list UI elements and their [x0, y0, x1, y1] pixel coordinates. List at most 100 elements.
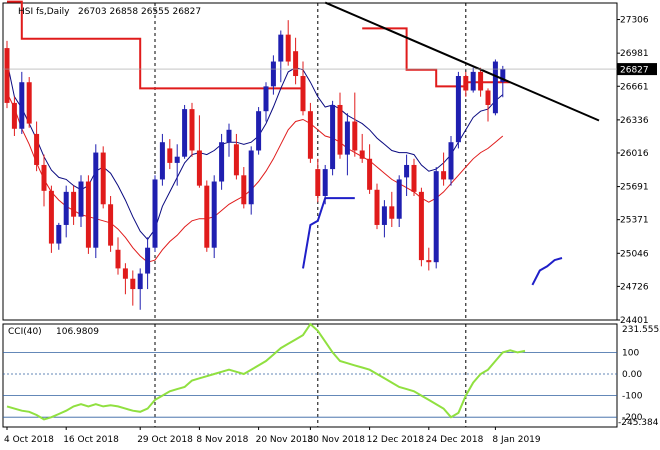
candle-body	[418, 191, 424, 261]
support-step-line	[302, 197, 355, 269]
x-axis-label: 8 Nov 2018	[196, 435, 248, 445]
current-price-badge	[617, 63, 657, 76]
chart-header-symbol: HSI	[18, 7, 33, 17]
candle-body	[352, 121, 358, 151]
y-axis-label: 25691	[620, 183, 649, 193]
candle-body	[404, 164, 410, 178]
candle-body	[182, 109, 188, 157]
candle-body	[189, 109, 195, 151]
candle-body	[85, 181, 91, 248]
candle-body	[344, 121, 350, 155]
cci-level-label: -200	[622, 413, 643, 423]
cci-header-name: CCI(40)	[8, 327, 42, 337]
x-axis-label: 24 Dec 2018	[426, 435, 484, 445]
candle-body	[26, 82, 32, 124]
candle-body	[48, 190, 54, 244]
candle-body	[330, 104, 336, 170]
candle-body	[411, 164, 417, 192]
candle-body	[167, 148, 173, 163]
candle-body	[93, 152, 99, 248]
y-axis-label: 26981	[620, 49, 649, 59]
candle-body	[204, 185, 210, 248]
y-axis-label: 24401	[620, 316, 649, 326]
x-axis-label: 30 Nov 2018	[307, 435, 365, 445]
x-axis: 4 Oct 2018 16 Oct 2018 29 Oct 2018 8 Nov 20…	[4, 427, 541, 445]
candle-body	[359, 150, 365, 159]
candle-body	[122, 268, 128, 279]
candle-body	[4, 48, 10, 103]
candle-body	[159, 142, 165, 180]
candle-body	[285, 34, 291, 62]
cci-line	[6, 322, 526, 421]
y-axis-label: 24726	[620, 282, 649, 292]
candle-body	[455, 76, 461, 143]
candle-body	[396, 179, 402, 219]
candle-body	[389, 206, 395, 219]
candle-body	[448, 142, 454, 180]
candle-body	[34, 133, 40, 165]
chart-header-ohlc: 26703 26858 26555 26827	[78, 7, 201, 17]
x-axis-label: 29 Oct 2018	[137, 435, 193, 445]
candle-body	[307, 111, 313, 159]
current-price-badge-label: 26827	[620, 66, 649, 76]
x-axis-label: 16 Oct 2018	[63, 435, 119, 445]
candle-body	[152, 179, 158, 248]
candle-body	[78, 181, 84, 217]
candle-body	[374, 189, 380, 225]
candle-body	[470, 71, 476, 91]
y-axis-label: 25046	[620, 249, 649, 259]
candle-body	[145, 247, 151, 274]
candle-body	[219, 142, 225, 182]
y-axis-label: 26016	[620, 149, 649, 159]
candle-body	[270, 61, 276, 87]
candle-body	[248, 150, 254, 205]
candle-body	[300, 76, 306, 112]
cci-header-value: 106.9809	[56, 327, 99, 337]
candle-body	[19, 82, 25, 129]
cci-level-label: -100	[622, 392, 643, 402]
cci-min-label: -245.384	[618, 418, 659, 428]
main-panel-frame	[2, 2, 618, 321]
x-axis-label: 20 Nov 2018	[256, 435, 314, 445]
candle-body	[130, 278, 136, 290]
candle-body	[485, 90, 491, 105]
candle-body	[463, 76, 469, 91]
candle-body	[322, 169, 328, 196]
y-axis-label: 27306	[620, 16, 649, 26]
x-axis-label: 12 Dec 2018	[367, 435, 425, 445]
main-price-panel: 27306 26981 26661 26336 26016 25691 25371 25046…	[2, 0, 657, 326]
y-axis-label: 26661	[620, 82, 649, 92]
resistance-step-line	[7, 0, 303, 90]
cci-level-label: 0.00	[622, 370, 642, 380]
candle-body	[381, 206, 387, 225]
candle-body	[478, 71, 484, 91]
y-axis-label: 26336	[620, 116, 649, 126]
y-axis-label: 25371	[620, 216, 649, 226]
candle-body	[108, 204, 114, 246]
x-axis-label: 4 Oct 2018	[4, 435, 54, 445]
candle-body	[196, 150, 202, 186]
candle-body	[278, 34, 284, 62]
candle-body	[115, 249, 121, 269]
support-step-line	[531, 257, 563, 286]
candle-body	[56, 224, 62, 244]
cci-level-label: 100	[622, 348, 639, 358]
candle-body	[337, 104, 343, 155]
candle-body	[256, 111, 262, 151]
candle-body	[174, 156, 180, 163]
candle-body	[100, 152, 106, 205]
chart-header-timeframe: fs,Daily	[36, 7, 70, 17]
candle-body	[426, 260, 432, 263]
candle-body	[441, 171, 447, 180]
candle-body	[233, 144, 239, 176]
candle-body	[63, 191, 69, 225]
candle-body	[492, 61, 498, 114]
candle-body	[211, 181, 217, 248]
candle-body	[41, 164, 47, 191]
candle-body	[433, 171, 439, 263]
candle-body	[71, 191, 77, 217]
candle-body	[367, 158, 373, 190]
downtrend-line	[324, 1, 600, 122]
